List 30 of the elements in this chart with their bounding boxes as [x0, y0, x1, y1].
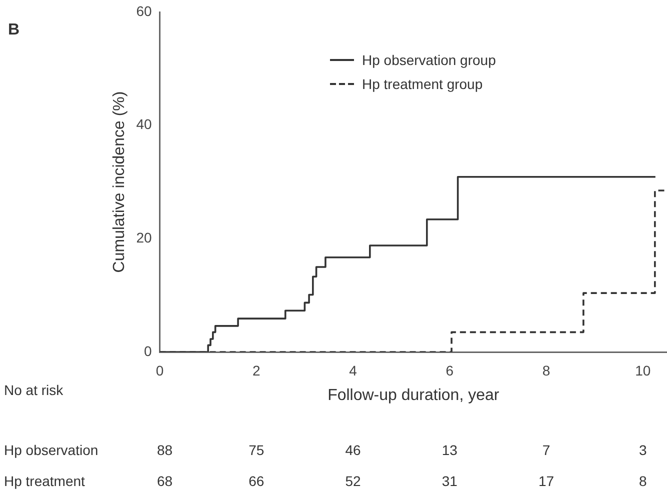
y-tick-label: 0	[144, 342, 152, 359]
y-tick-label: 40	[136, 116, 152, 132]
y-tick-label: 60	[136, 2, 152, 19]
text: 75	[248, 442, 264, 458]
text: 88	[156, 442, 173, 458]
legend-label: Hp observation group	[362, 52, 496, 68]
y-axis-title: Cumulative incidence (%)	[111, 91, 128, 273]
legend-label: Hp treatment group	[362, 76, 483, 92]
text: No at risk	[4, 382, 64, 398]
x-tick-label: 8	[542, 362, 550, 378]
text: 31	[442, 472, 458, 489]
text: B	[8, 21, 20, 38]
text: 7	[542, 442, 550, 458]
text: Hp treatment	[4, 472, 86, 489]
text: 66	[248, 472, 264, 489]
x-axis-title: Follow-up duration, year	[328, 386, 500, 404]
x-tick-label: 0	[156, 362, 164, 378]
x-tick-label: 2	[252, 362, 260, 378]
text: 52	[345, 472, 361, 489]
text: 68	[156, 472, 173, 489]
x-tick-label: 4	[349, 362, 358, 378]
text: 13	[442, 442, 458, 458]
text: 8	[638, 472, 647, 489]
y-tick-label: 20	[136, 230, 152, 246]
text: 46	[345, 442, 361, 458]
x-tick-label: 6	[446, 362, 454, 378]
text: Hp observation	[4, 442, 98, 458]
x-tick-label: 10	[635, 362, 651, 378]
text: 17	[538, 472, 554, 489]
text: 3	[638, 442, 647, 458]
